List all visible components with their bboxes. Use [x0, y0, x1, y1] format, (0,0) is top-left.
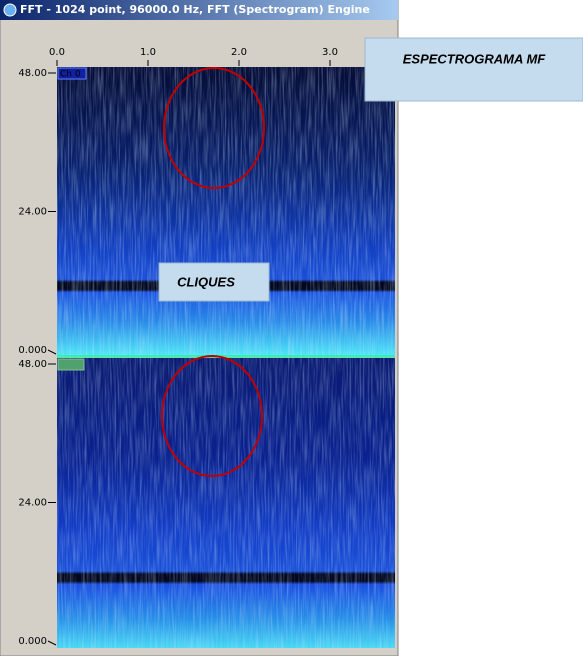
y-tick-label: 24.00	[18, 498, 47, 509]
x-tick-label: 2.0	[231, 47, 247, 58]
y-tick	[47, 349, 57, 355]
window-title: FFT - 1024 point, 96000.0 Hz, FFT (Spect…	[20, 3, 370, 16]
y-tick-label: 48.00	[18, 359, 47, 370]
app-icon	[3, 3, 17, 17]
title-bar[interactable]	[0, 0, 398, 20]
callout-text: CLIQUES	[177, 274, 235, 289]
channel-label-box	[57, 358, 85, 371]
channel-label-box	[57, 67, 87, 80]
x-tick-label: 3.0	[322, 47, 338, 58]
callout-text: ESPECTROGRAMA MF	[403, 51, 547, 66]
callout-box	[158, 262, 270, 302]
highlight-ellipse	[163, 67, 265, 189]
y-tick-label: 0.000	[18, 345, 47, 356]
callout-box	[364, 37, 583, 102]
panel-divider	[57, 355, 395, 358]
channel-label: Ch 0	[60, 70, 81, 80]
x-tick-label: 1.0	[140, 47, 156, 58]
y-tick-label: 0.000	[18, 636, 47, 647]
highlight-ellipse	[161, 355, 263, 477]
spectrogram-texture	[57, 358, 395, 648]
x-tick-label: 0.0	[49, 47, 65, 58]
spectrogram-texture	[57, 67, 395, 356]
y-tick-label: 48.00	[18, 68, 47, 79]
y-tick	[47, 640, 57, 646]
y-tick-label: 24.00	[18, 207, 47, 218]
